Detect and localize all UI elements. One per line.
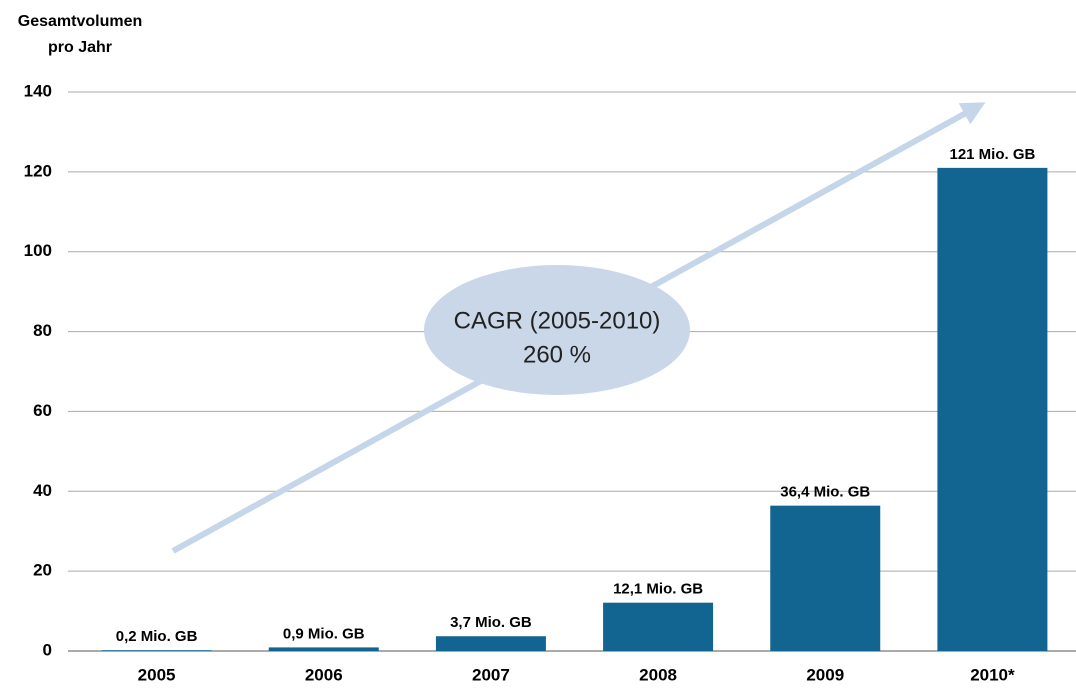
x-tick-label: 2007	[472, 665, 510, 684]
y-tick-label: 120	[24, 161, 52, 180]
y-tick-label: 40	[33, 481, 52, 500]
data-label: 0,2 Mio. GB	[116, 628, 198, 645]
bar	[101, 650, 212, 651]
data-label: 0,9 Mio. GB	[283, 625, 365, 642]
x-tick-label: 2010*	[970, 665, 1015, 684]
x-tick-label: 2009	[806, 665, 844, 684]
y-tick-label: 0	[43, 640, 52, 659]
bar	[770, 505, 881, 651]
x-tick-label: 2006	[305, 665, 343, 684]
bar	[603, 602, 714, 651]
y-tick-label: 80	[33, 321, 52, 340]
bar	[435, 636, 546, 651]
bar	[937, 167, 1048, 651]
data-label: 3,7 Mio. GB	[450, 614, 532, 631]
bar	[268, 647, 379, 651]
x-tick-label: 2005	[138, 665, 176, 684]
y-axis-title: Gesamtvolumen	[18, 13, 142, 30]
y-axis-title: pro Jahr	[48, 39, 112, 56]
data-label: 12,1 Mio. GB	[613, 581, 703, 598]
y-tick-label: 140	[24, 81, 52, 100]
x-tick-label: 2008	[639, 665, 677, 684]
data-label: 36,4 Mio. GB	[780, 484, 870, 501]
y-tick-label: 20	[33, 561, 52, 580]
annotation: CAGR (2005-2010)	[454, 307, 661, 334]
y-tick-label: 100	[24, 241, 52, 260]
data-label: 121 Mio. GB	[949, 146, 1035, 163]
annotation: 260 %	[523, 341, 591, 368]
annotation-bubble	[424, 265, 690, 395]
y-tick-label: 60	[33, 401, 52, 420]
